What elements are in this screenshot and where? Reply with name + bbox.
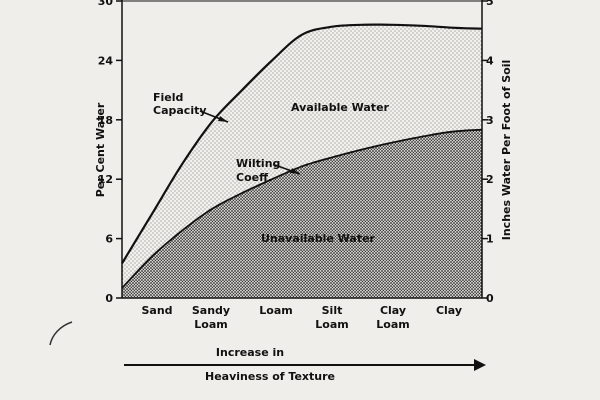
y2-tick-label: 1 xyxy=(486,233,494,246)
field-capacity-annotation: Field Capacity xyxy=(153,91,229,123)
unavailable-water-area xyxy=(122,129,482,298)
y-tick-label: 0 xyxy=(105,292,113,305)
wilting-arrowhead xyxy=(290,168,300,174)
x-category-label: Clay Loam xyxy=(376,304,409,331)
y-tick-label: 6 xyxy=(105,233,113,246)
field-capacity-line xyxy=(121,23,483,264)
wilting-coeff-annotation: Wilting Coeff. xyxy=(236,157,301,184)
x-category-label: Clay xyxy=(436,304,462,317)
y2-tick-label: 3 xyxy=(486,114,494,127)
y2-tick-label: 4 xyxy=(486,54,494,67)
caption-line1: Increase in xyxy=(216,346,284,359)
wilting-label-line1: Wilting xyxy=(236,157,280,170)
x-category-label: Loam xyxy=(259,304,292,317)
wilting-label-line2: Coeff. xyxy=(236,171,272,184)
x-category-label: Silt Loam xyxy=(315,304,348,331)
y2-tick-label: 2 xyxy=(486,173,494,186)
field-capacity-label-line1: Field xyxy=(153,91,183,104)
x-category-label: Sand xyxy=(141,304,172,317)
x-category-label: Sandy Loam xyxy=(192,304,230,331)
y-tick-label: 24 xyxy=(98,54,114,67)
y2-tick-label: 5 xyxy=(486,0,494,8)
y-tick-label: 30 xyxy=(98,0,114,8)
y2-axis-label: Inches Water Per Foot of Soil xyxy=(500,60,513,241)
stray-mark xyxy=(49,321,73,346)
unavailable-water-label: Unavailable Water xyxy=(261,232,376,245)
field-capacity-label-line2: Capacity xyxy=(153,104,207,117)
available-water-label: Available Water xyxy=(291,101,389,114)
caption-arrowhead xyxy=(474,359,486,371)
field-capacity-arrowhead xyxy=(218,116,228,122)
y-tick-label: 18 xyxy=(98,114,113,127)
y-axis-label: Per Cent Water xyxy=(94,102,107,197)
y2-tick-label: 0 xyxy=(486,292,494,305)
wilting-coeff-line xyxy=(121,128,483,289)
y-tick-label: 12 xyxy=(98,173,113,186)
caption-line2: Heaviness of Texture xyxy=(205,370,335,383)
